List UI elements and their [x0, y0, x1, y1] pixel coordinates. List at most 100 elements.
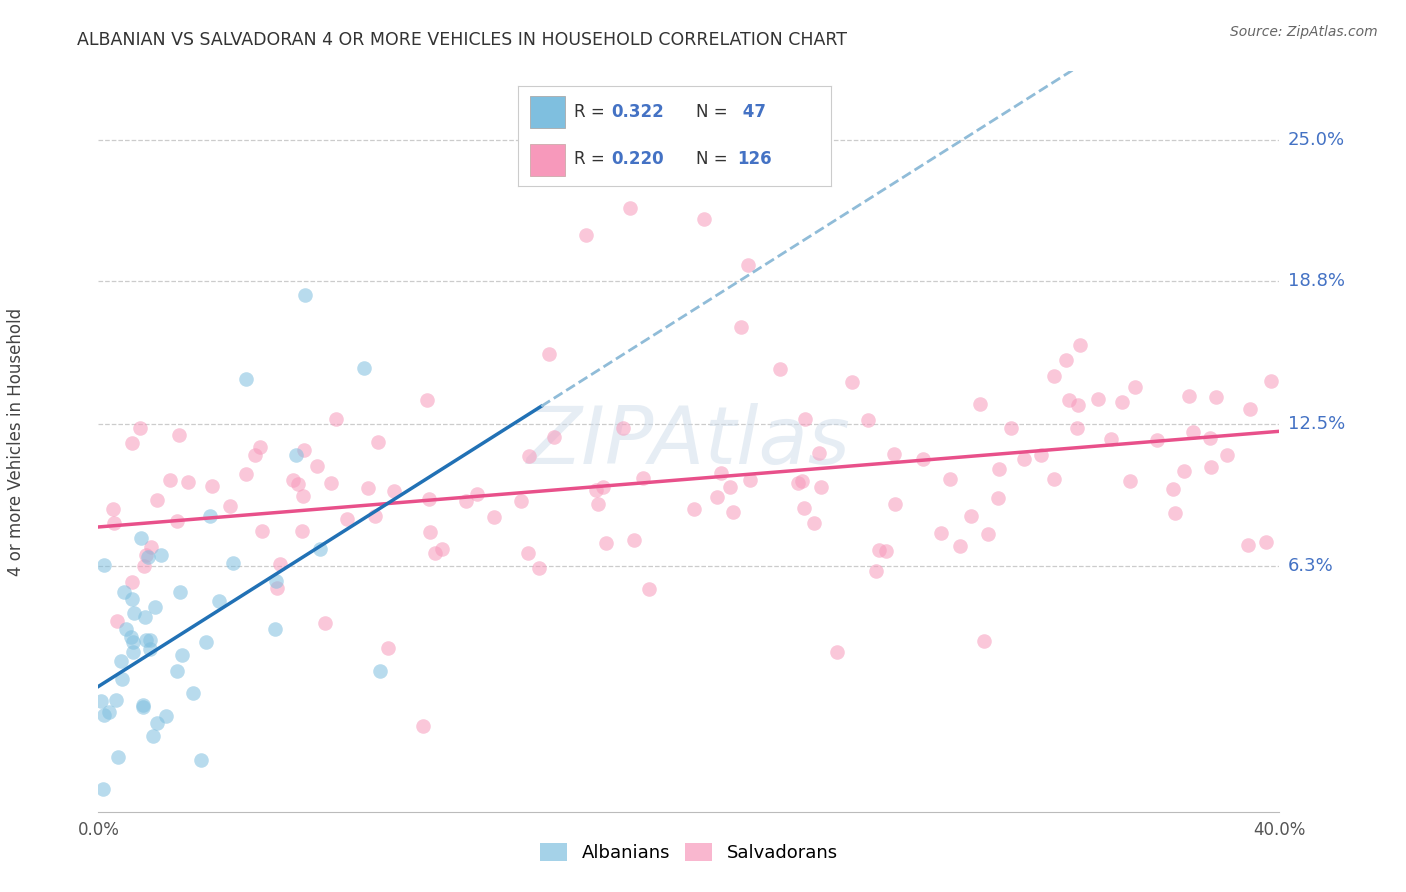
Point — [112, 585, 135, 599]
Point — [264, 574, 287, 588]
Point — [150, 548, 173, 562]
Point — [987, 491, 1010, 505]
Point — [1216, 448, 1239, 462]
Point — [1146, 433, 1168, 447]
Point — [266, 581, 288, 595]
Point — [793, 500, 815, 515]
Point — [693, 212, 716, 227]
Point — [139, 633, 162, 648]
Point — [336, 512, 359, 526]
Point — [510, 494, 533, 508]
Point — [1239, 402, 1261, 417]
Point — [969, 397, 991, 411]
Point — [1205, 390, 1227, 404]
Point — [1066, 421, 1088, 435]
Point — [807, 446, 830, 460]
Point — [790, 474, 813, 488]
Point — [167, 428, 190, 442]
Point — [1012, 451, 1035, 466]
Point — [93, 708, 115, 723]
Point — [803, 516, 825, 530]
Text: 12.5%: 12.5% — [1288, 416, 1346, 434]
Point — [107, 750, 129, 764]
Point — [586, 497, 609, 511]
Point — [135, 548, 157, 562]
Text: ZIPAtlas: ZIPAtlas — [527, 402, 851, 481]
Point — [132, 700, 155, 714]
Point — [637, 582, 659, 596]
Point — [377, 641, 399, 656]
Point — [1123, 379, 1146, 393]
Point — [129, 421, 152, 435]
Point — [93, 782, 115, 797]
Point — [419, 525, 441, 540]
Point — [706, 490, 728, 504]
Point — [111, 672, 134, 686]
Point — [134, 610, 156, 624]
Point — [1111, 394, 1133, 409]
Point — [166, 665, 188, 679]
Text: 4 or more Vehicles in Household: 4 or more Vehicles in Household — [7, 308, 25, 575]
Point — [418, 492, 440, 507]
Text: 40.0%: 40.0% — [1253, 821, 1306, 838]
Point — [121, 591, 143, 606]
Point — [292, 489, 315, 503]
Point — [721, 505, 744, 519]
Point — [868, 543, 890, 558]
Point — [249, 440, 271, 454]
Point — [415, 393, 437, 408]
Point — [612, 421, 634, 435]
Point — [135, 632, 157, 647]
Point — [1000, 421, 1022, 435]
Point — [166, 514, 188, 528]
Point — [145, 599, 167, 614]
Point — [222, 556, 245, 570]
Point — [977, 527, 1000, 541]
Point — [90, 694, 112, 708]
Point — [595, 536, 617, 550]
Point — [382, 484, 405, 499]
Point — [101, 502, 124, 516]
Point — [1198, 431, 1220, 445]
Point — [787, 475, 810, 490]
Point — [740, 473, 762, 487]
Point — [619, 201, 641, 215]
Text: 6.3%: 6.3% — [1288, 557, 1333, 574]
Point — [291, 524, 314, 539]
Point — [973, 633, 995, 648]
Point — [177, 475, 200, 489]
Point — [93, 558, 115, 573]
Point — [1260, 374, 1282, 388]
Point — [454, 494, 477, 508]
Point — [1069, 337, 1091, 351]
Point — [737, 258, 759, 272]
Point — [959, 509, 981, 524]
Point — [883, 447, 905, 461]
Point — [1059, 392, 1081, 407]
Text: 0.0%: 0.0% — [77, 821, 120, 838]
Point — [987, 462, 1010, 476]
Point — [1099, 433, 1122, 447]
Text: 18.8%: 18.8% — [1288, 272, 1344, 290]
Point — [1042, 472, 1064, 486]
Point — [1173, 464, 1195, 478]
Point — [122, 606, 145, 620]
Point — [269, 558, 291, 572]
Point — [195, 635, 218, 649]
Point — [527, 560, 550, 574]
Point — [243, 448, 266, 462]
Point — [537, 347, 560, 361]
Point — [710, 466, 733, 480]
Point — [865, 564, 887, 578]
Point — [314, 615, 336, 630]
Point — [482, 510, 505, 524]
Point — [543, 430, 565, 444]
Point — [517, 546, 540, 560]
Point — [810, 480, 832, 494]
Point — [841, 375, 863, 389]
Point — [356, 481, 378, 495]
Point — [1042, 368, 1064, 383]
Point — [585, 483, 607, 498]
Point — [105, 693, 128, 707]
Point — [103, 516, 125, 531]
